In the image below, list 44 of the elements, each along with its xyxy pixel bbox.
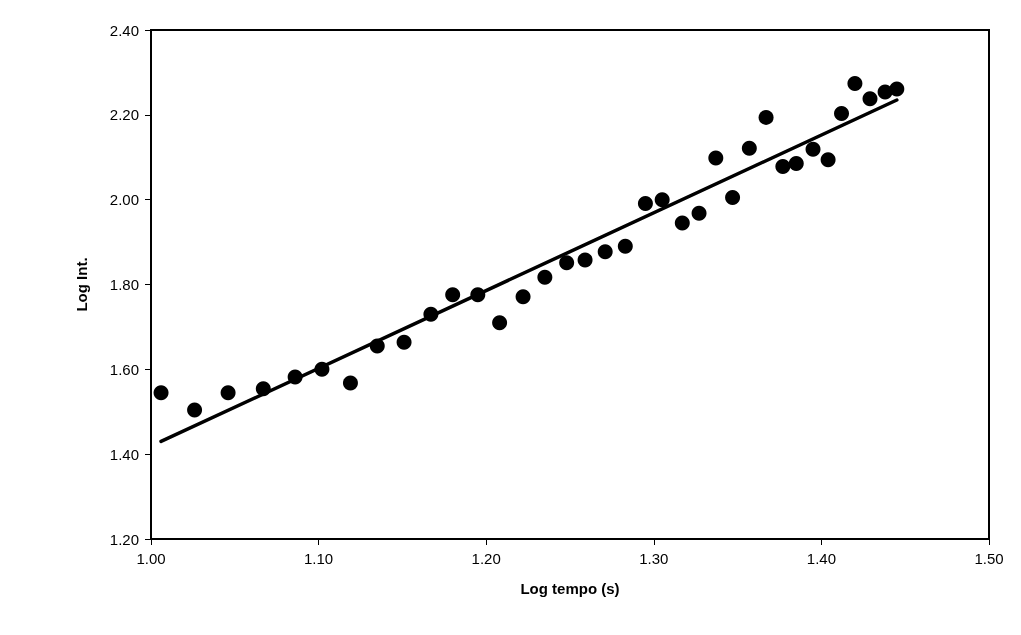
point (396, 334, 412, 350)
point (515, 289, 531, 305)
x-tick-label: 1.40 (806, 550, 836, 567)
x-axis-title: Log tempo (s) (520, 580, 620, 597)
point (220, 385, 236, 401)
point (654, 192, 670, 208)
y-tick-label: 2.20 (109, 106, 139, 124)
y-tick-label: 1.40 (109, 445, 139, 463)
point (820, 152, 836, 168)
y-tick-label: 1.60 (109, 360, 139, 378)
point (725, 190, 741, 206)
y-tick-label: 2.00 (109, 191, 139, 209)
point (758, 109, 774, 125)
x-tick-label: 1.30 (639, 550, 669, 567)
x-tick-label: 1.50 (974, 550, 1004, 567)
point (577, 252, 593, 268)
point (691, 205, 707, 221)
x-tick-label: 1.00 (136, 550, 166, 567)
point (741, 140, 757, 156)
point (153, 385, 169, 401)
point (775, 159, 791, 175)
point (805, 141, 821, 157)
point (445, 287, 461, 303)
y-tick-label: 2.40 (109, 21, 139, 39)
point (492, 315, 508, 331)
point (862, 91, 878, 107)
point (342, 375, 358, 391)
x-tick-label: 1.20 (471, 550, 501, 567)
x-tick-label: 1.10 (304, 550, 334, 567)
point (187, 402, 203, 418)
point (708, 150, 724, 166)
y-tick-label: 1.20 (109, 530, 139, 548)
point (537, 269, 553, 285)
point (617, 238, 633, 254)
point (637, 195, 653, 211)
point (834, 106, 850, 122)
y-tick-label: 1.80 (109, 276, 139, 293)
point (847, 75, 863, 91)
point (889, 81, 905, 97)
point (597, 244, 613, 260)
point (788, 156, 804, 172)
y-axis-title: Log Int. (73, 257, 90, 312)
point (559, 255, 575, 271)
point (674, 215, 690, 231)
